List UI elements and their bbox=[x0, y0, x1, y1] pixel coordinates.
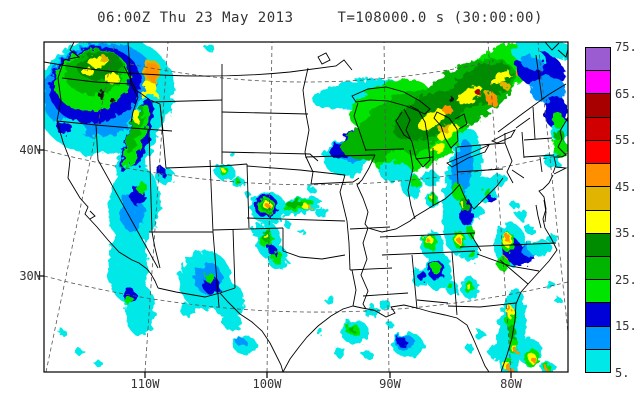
colorbar-cell bbox=[585, 70, 611, 95]
colorbar-cell bbox=[585, 255, 611, 281]
colorbar-cell bbox=[585, 209, 611, 234]
colorbar-tick-label: 25. bbox=[615, 272, 637, 287]
colorbar-tick-label: 5. bbox=[615, 365, 630, 380]
title-model-time: T=108000.0 s (30:00:00) bbox=[337, 10, 543, 26]
colorbar-tick-label: 65. bbox=[615, 86, 637, 101]
colorbar-cell bbox=[585, 116, 611, 141]
colorbar-tick-label: 45. bbox=[615, 179, 637, 194]
colorbar-cell bbox=[585, 302, 611, 327]
plot-title: 06:00Z Thu 23 May 2013 T=108000.0 s (30:… bbox=[0, 10, 640, 26]
title-datetime: 06:00Z Thu 23 May 2013 bbox=[97, 10, 294, 26]
lon-axis-label: 110W bbox=[130, 377, 160, 391]
lon-axis-label: 80W bbox=[500, 377, 522, 391]
lat-axis-label: 40N bbox=[19, 143, 41, 157]
colorbar-tick-label: 75. bbox=[615, 40, 637, 54]
colorbar-cell bbox=[585, 93, 611, 118]
colorbar-cell bbox=[585, 348, 611, 374]
colorbar-tick-label: 55. bbox=[615, 133, 637, 148]
lat-axis-label: 30N bbox=[19, 269, 41, 283]
axis-ticks bbox=[38, 149, 512, 378]
lon-axis-label: 100W bbox=[252, 377, 282, 391]
colorbar-cell bbox=[585, 279, 611, 304]
lon-axis-label: 90W bbox=[379, 377, 401, 391]
colorbar-tick-label: 35. bbox=[615, 226, 637, 241]
colorbar-cell bbox=[585, 232, 611, 257]
state-boundaries bbox=[44, 42, 568, 372]
colorbar-tick-label: 15. bbox=[615, 319, 637, 334]
colorbar-cell bbox=[585, 47, 611, 72]
colorbar-cell bbox=[585, 139, 611, 165]
map-frame bbox=[43, 41, 569, 373]
colorbar-cell bbox=[585, 325, 611, 350]
colorbar-cell bbox=[585, 186, 611, 211]
colorbar-cells bbox=[585, 47, 611, 374]
colorbar-cell bbox=[585, 163, 611, 188]
radar-reflectivity-layer bbox=[44, 42, 568, 372]
latlon-graticule bbox=[44, 42, 568, 372]
